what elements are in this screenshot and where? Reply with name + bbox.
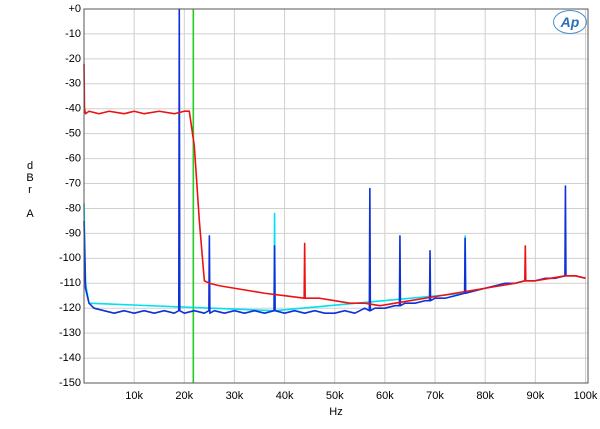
y-tick-label: -110 [60, 277, 81, 289]
logo: Ap [553, 10, 587, 34]
x-tick-label: 70k [426, 390, 444, 402]
x-axis-label: Hz [329, 406, 342, 418]
trace [83, 63, 586, 307]
x-tick-label: 90k [526, 390, 544, 402]
x-tick-label: 80k [476, 390, 494, 402]
y-tick-label: -40 [65, 103, 81, 115]
y-tick-label: -100 [59, 252, 81, 264]
y-tick-label: -140 [59, 352, 81, 364]
x-tick-label: 20k [175, 390, 193, 402]
y-tick-label: -30 [65, 78, 81, 90]
y-tick-label: -70 [65, 177, 81, 189]
y-axis-label: dBr A [24, 160, 36, 220]
y-tick-label: -20 [65, 53, 81, 65]
plot-area [84, 9, 588, 383]
y-tick-label: +0 [68, 3, 81, 15]
y-tick-label: -10 [65, 28, 81, 40]
y-tick-label: -60 [65, 153, 81, 165]
y-tick-label: -80 [65, 202, 81, 214]
x-tick-label: 60k [376, 390, 394, 402]
y-tick-label: -50 [65, 128, 81, 140]
y-tick-label: -120 [59, 302, 81, 314]
x-tick-label: 30k [226, 390, 244, 402]
y-tick-label: -130 [59, 327, 81, 339]
traces [83, 8, 586, 383]
y-tick-label: -90 [65, 227, 81, 239]
x-tick-label: 40k [276, 390, 294, 402]
grid [84, 8, 588, 384]
x-tick-label: 50k [326, 390, 344, 402]
x-tick-label: 10k [125, 390, 143, 402]
y-tick-label: -150 [59, 377, 81, 389]
x-tick-label: 100k [574, 390, 598, 402]
plot-frame [83, 8, 589, 384]
